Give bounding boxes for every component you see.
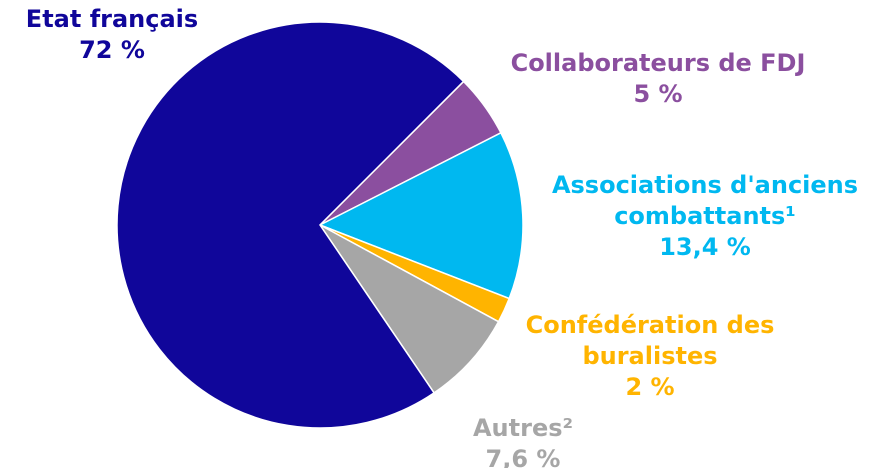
slice-value: 2 % [625, 373, 675, 401]
slice-label: Autres² 7,6 % [423, 413, 623, 468]
slice-name: Autres² [472, 414, 574, 442]
pie-slice [319, 224, 500, 394]
pie-slice [318, 131, 524, 300]
slice-label: Confédération des buralistes 2 % [490, 310, 810, 403]
slice-value: 72 % [79, 36, 145, 64]
slice-value: 13,4 % [659, 233, 751, 261]
slice-value: 7,6 % [485, 445, 561, 468]
slice-label: Etat français 72 % [0, 4, 232, 66]
pie-slice [116, 21, 465, 429]
slice-label: Collaborateurs de FDJ 5 % [448, 48, 868, 110]
slice-name: Collaborateurs de FDJ [510, 49, 806, 77]
slice-name: Confédération des buralistes [525, 311, 775, 370]
slice-value: 5 % [633, 80, 683, 108]
slice-name: Associations d'anciens combattants¹ [551, 171, 859, 230]
slice-label: Associations d'anciens combattants¹ 13,4 … [515, 170, 890, 263]
slice-name: Etat français [25, 5, 199, 33]
